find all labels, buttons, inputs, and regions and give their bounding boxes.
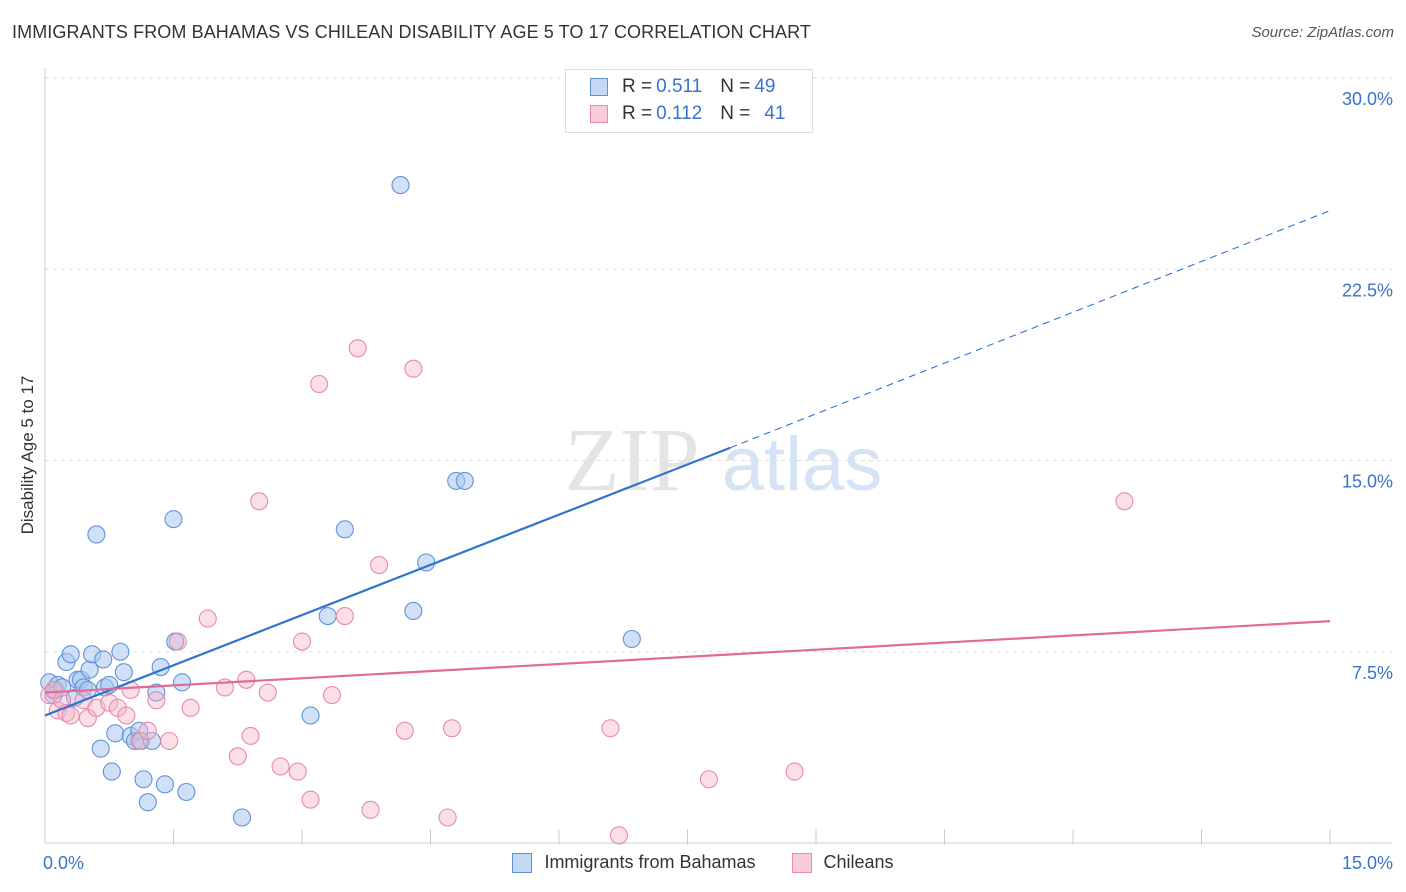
legend-n-label: N = xyxy=(720,103,751,124)
y-tick-label: 30.0% xyxy=(1342,89,1393,109)
data-point-chileans xyxy=(168,632,187,651)
y-tick-label: 7.5% xyxy=(1352,663,1393,683)
data-point-chileans xyxy=(138,721,157,740)
data-point-chileans xyxy=(699,770,718,789)
data-point-chileans xyxy=(181,698,200,717)
legend-r-value: 0.511 xyxy=(656,76,703,97)
legend-row-chileans: R = 0.112 N = 41 xyxy=(590,102,786,126)
data-point-chileans xyxy=(438,808,457,827)
data-point-chileans xyxy=(292,632,312,651)
data-point-bahamas xyxy=(106,724,125,743)
data-point-chileans xyxy=(271,757,290,776)
data-point-chileans xyxy=(322,686,342,705)
data-point-chileans xyxy=(335,606,354,626)
data-point-bahamas xyxy=(177,782,196,802)
legend-swatch-bahamas xyxy=(512,852,533,873)
data-point-chileans xyxy=(258,683,277,702)
tick-labels: 7.5% 15.0% 22.5% 30.0% 0.0% 15.0% xyxy=(43,89,1393,873)
data-point-bahamas xyxy=(173,673,192,692)
data-point-bahamas xyxy=(61,645,80,664)
legend-label-bahamas: Immigrants from Bahamas xyxy=(544,852,756,872)
data-point-chileans xyxy=(1115,492,1134,511)
legend-swatch-chileans xyxy=(791,852,812,873)
data-point-bahamas xyxy=(391,176,410,195)
watermark-atlas: atlas xyxy=(722,422,883,507)
legend-r-value: 0.112 xyxy=(656,103,703,124)
gridlines xyxy=(45,77,1392,653)
x-tick-label: 0.0% xyxy=(43,853,84,873)
legend-n-value: 41 xyxy=(764,103,786,124)
series-legend: Immigrants from Bahamas Chileans xyxy=(0,852,1406,873)
legend-item-bahamas: Immigrants from Bahamas xyxy=(512,852,756,873)
x-tick-label: 15.0% xyxy=(1342,853,1393,873)
data-point-chileans xyxy=(61,706,80,725)
data-point-bahamas xyxy=(111,642,130,661)
watermark-zip: ZIP xyxy=(565,411,700,510)
y-tick-label: 22.5% xyxy=(1342,280,1393,300)
data-point-chileans xyxy=(147,691,166,710)
data-point-bahamas xyxy=(138,793,157,812)
legend-swatch-bahamas xyxy=(590,78,608,96)
correlation-legend: R = 0.511 N = 49 R = 0.112 N = 41 xyxy=(565,69,813,133)
source-label: Source: ZipAtlas.com xyxy=(1251,24,1394,41)
trend-lines xyxy=(44,210,1331,717)
data-point-chileans xyxy=(198,609,217,628)
data-point-chileans xyxy=(370,555,389,575)
data-point-chileans xyxy=(301,790,320,809)
data-point-chileans xyxy=(785,762,804,781)
axes xyxy=(44,68,1392,845)
legend-item-chileans: Chileans xyxy=(791,852,894,873)
data-point-chileans xyxy=(404,359,423,378)
data-point-chileans xyxy=(348,339,367,358)
data-point-bahamas xyxy=(164,510,183,529)
data-point-chileans xyxy=(250,492,269,511)
data-point-bahamas xyxy=(318,606,337,626)
legend-row-bahamas: R = 0.511 N = 49 xyxy=(590,75,776,99)
trend-line-chileans xyxy=(44,620,1331,694)
data-point-bahamas xyxy=(232,808,252,827)
data-point-chileans xyxy=(442,719,461,738)
legend-swatch-chileans xyxy=(590,105,608,123)
data-point-chileans xyxy=(160,731,179,751)
data-point-bahamas xyxy=(102,762,121,781)
data-point-bahamas xyxy=(94,650,113,669)
trend-line-bahamas-extrapolated xyxy=(730,210,1331,449)
data-point-chileans xyxy=(310,374,329,394)
data-point-bahamas xyxy=(622,629,641,649)
data-point-chileans xyxy=(288,762,307,781)
data-point-bahamas xyxy=(114,663,133,682)
data-point-bahamas xyxy=(147,683,166,702)
legend-n-value: 49 xyxy=(754,76,776,97)
data-point-bahamas xyxy=(404,601,423,621)
data-point-bahamas xyxy=(87,525,106,544)
data-point-chileans xyxy=(395,721,414,740)
legend-r-label: R = xyxy=(622,76,653,97)
series-chileans-points xyxy=(40,339,1134,845)
data-point-bahamas xyxy=(155,775,174,794)
chart-title: IMMIGRANTS FROM BAHAMAS VS CHILEAN DISAB… xyxy=(12,22,812,42)
data-point-chileans xyxy=(361,800,380,819)
data-point-chileans xyxy=(117,706,136,725)
data-point-chileans xyxy=(241,726,260,745)
data-point-chileans xyxy=(228,747,247,766)
legend-n-label: N = xyxy=(720,76,751,97)
data-point-chileans xyxy=(609,826,629,845)
data-point-bahamas xyxy=(134,770,153,789)
data-point-bahamas xyxy=(91,739,110,758)
data-point-bahamas xyxy=(301,706,320,725)
data-point-bahamas xyxy=(455,471,474,490)
data-point-chileans xyxy=(237,670,256,689)
watermark: ZIP atlas xyxy=(565,411,883,510)
data-point-chileans xyxy=(100,693,119,712)
data-point-bahamas xyxy=(335,520,354,539)
series-bahamas-points xyxy=(40,176,641,827)
legend-label-chileans: Chileans xyxy=(823,852,894,872)
y-tick-label: 15.0% xyxy=(1342,472,1393,492)
legend-r-label: R = xyxy=(622,103,653,124)
data-point-chileans xyxy=(601,719,620,738)
trend-line-bahamas xyxy=(44,446,731,717)
